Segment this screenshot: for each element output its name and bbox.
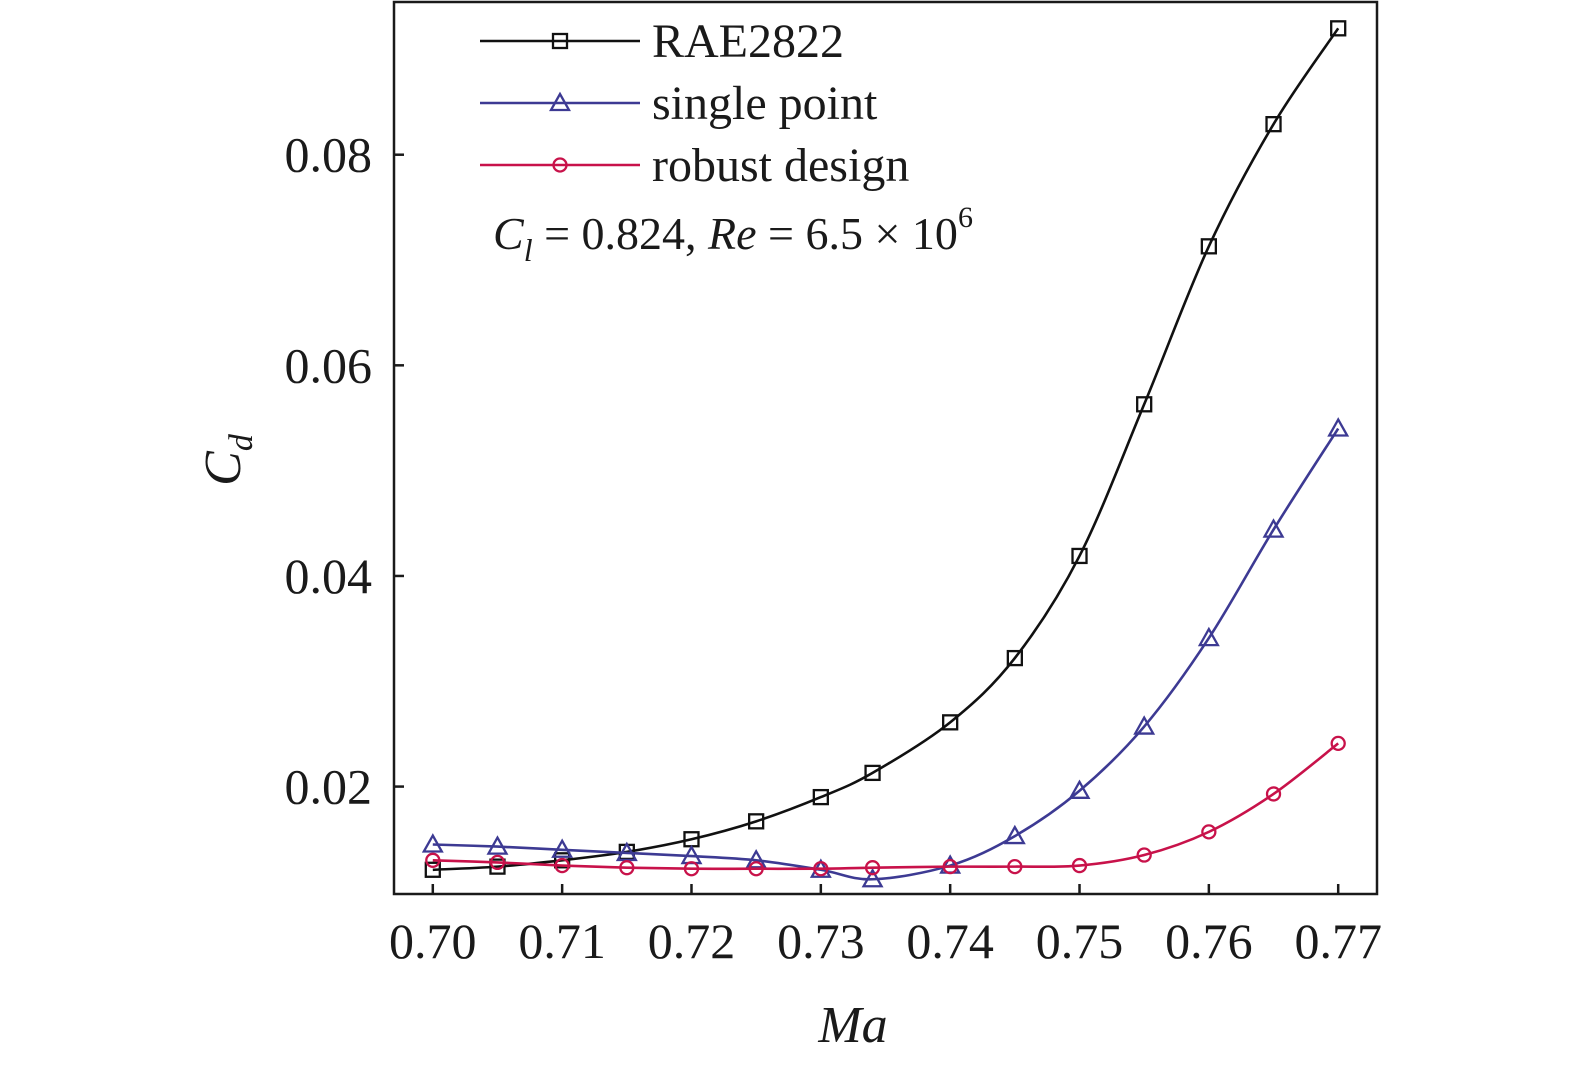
- legend-label-single-point: single point: [652, 77, 878, 130]
- legend-marker-rae2822: [551, 32, 569, 50]
- re-value: = 6.5 × 10: [757, 208, 958, 259]
- series-layer: [421, 20, 1350, 888]
- legend-label-rae2822: RAE2822: [652, 15, 844, 68]
- y-tick-label: 0.04: [285, 548, 373, 604]
- data-point-single-point: [551, 838, 574, 858]
- cl-subscript: l: [524, 232, 533, 268]
- re-exponent: 6: [958, 201, 973, 234]
- x-tick-label: 0.75: [1036, 913, 1124, 969]
- data-point-robust-design: [748, 861, 764, 877]
- x-tick-label: 0.72: [648, 913, 736, 969]
- data-point-robust-design: [1201, 824, 1217, 840]
- plot-frame: [392, 0, 1379, 896]
- y-tick-label: 0.08: [285, 127, 373, 183]
- re-symbol: Re: [707, 208, 757, 259]
- data-point-single-point: [1327, 417, 1350, 437]
- data-point-rae2822: [553, 852, 571, 869]
- data-point-single-point: [1262, 518, 1285, 538]
- data-point-single-point: [1133, 715, 1156, 735]
- data-point-rae2822: [748, 813, 765, 830]
- data-point-rae2822: [1330, 20, 1347, 37]
- x-tick-label: 0.76: [1165, 913, 1253, 969]
- data-point-single-point: [1197, 626, 1220, 647]
- data-point-robust-design: [619, 860, 635, 876]
- data-point-single-point: [745, 848, 768, 869]
- series-line-robust-design: [432, 742, 1340, 871]
- data-point-robust-design: [1330, 735, 1346, 752]
- legend: RAE2822 single point robust design: [480, 15, 909, 192]
- data-point-robust-design: [489, 854, 506, 871]
- data-point-single-point: [615, 841, 638, 862]
- y-axis-ticks: 0.02 0.04 0.06 0.08: [285, 127, 404, 815]
- y-axis-title: Cd: [195, 433, 260, 486]
- x-tick-label: 0.74: [906, 913, 994, 969]
- condition-annotation: Cl = 0.824, Re = 6.5 × 106: [493, 201, 973, 268]
- x-tick-label: 0.71: [518, 913, 606, 969]
- data-point-rae2822: [1006, 649, 1023, 667]
- data-point-robust-design: [425, 852, 441, 868]
- data-point-rae2822: [1136, 396, 1153, 413]
- x-axis-title: Ma: [817, 997, 887, 1054]
- data-point-rae2822: [1265, 116, 1282, 133]
- data-point-robust-design: [554, 857, 570, 874]
- y-tick-label: 0.06: [285, 337, 373, 393]
- series-rae2822: [424, 20, 1347, 878]
- data-point-robust-design: [683, 861, 700, 877]
- data-point-robust-design: [1265, 786, 1282, 802]
- series-single-point: [421, 417, 1350, 888]
- data-point-single-point: [421, 833, 444, 853]
- legend-label-robust-design: robust design: [652, 139, 909, 192]
- data-point-rae2822: [812, 788, 829, 806]
- legend-marker-single-point: [549, 91, 571, 112]
- data-point-single-point: [1068, 779, 1091, 799]
- y-axis-title-main: C: [195, 450, 252, 486]
- data-point-rae2822: [424, 861, 441, 878]
- cl-symbol: C: [493, 208, 525, 259]
- data-point-robust-design: [813, 861, 829, 877]
- cl-value: = 0.824,: [533, 208, 708, 259]
- data-point-single-point: [1003, 824, 1026, 845]
- data-point-single-point: [486, 835, 509, 855]
- data-point-robust-design: [864, 860, 881, 876]
- x-axis-ticks: 0.70 0.71 0.72 0.73 0.74 0.75 0.76 0.77: [389, 884, 1382, 969]
- legend-marker-robust-design: [552, 157, 568, 173]
- data-point-robust-design: [1007, 858, 1023, 875]
- data-point-rae2822: [489, 858, 506, 875]
- data-point-robust-design: [942, 858, 958, 875]
- data-point-rae2822: [864, 764, 881, 782]
- y-axis-title-sub: d: [223, 433, 260, 451]
- x-tick-label: 0.77: [1294, 913, 1382, 969]
- y-tick-label: 0.02: [285, 759, 373, 815]
- series-robust-design: [425, 735, 1346, 877]
- data-point-rae2822: [942, 714, 959, 731]
- x-tick-label: 0.70: [389, 913, 477, 969]
- data-point-robust-design: [1136, 847, 1152, 863]
- series-line-single-point: [432, 427, 1340, 881]
- data-point-rae2822: [1071, 547, 1088, 565]
- data-point-rae2822: [1200, 238, 1218, 255]
- data-point-robust-design: [1071, 857, 1088, 874]
- x-tick-label: 0.73: [777, 913, 865, 969]
- data-point-single-point: [861, 867, 884, 888]
